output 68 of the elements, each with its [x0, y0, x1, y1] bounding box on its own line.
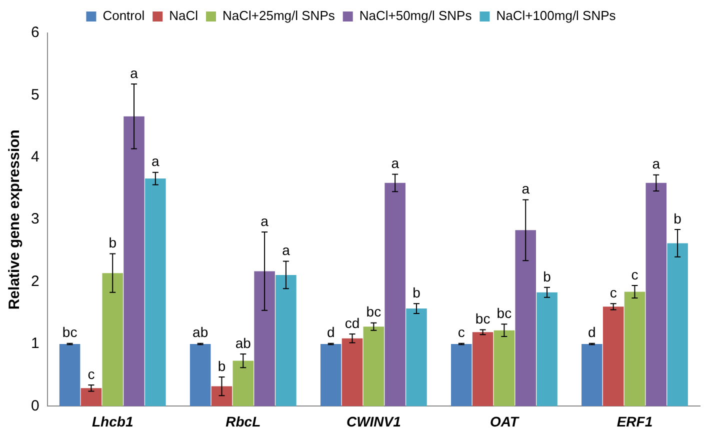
data-label: c [458, 324, 465, 340]
bar [59, 344, 80, 406]
data-label: bc [366, 304, 382, 320]
x-tick-label: OAT [490, 413, 520, 430]
legend-label: NaCl+50mg/l SNPs [359, 8, 472, 24]
data-label: a [652, 156, 660, 172]
legend-label: Control [102, 8, 145, 24]
legend-label: NaCl+100mg/l SNPs [496, 8, 616, 24]
y-tick-label: 2 [31, 272, 40, 290]
data-label: ab [192, 324, 208, 340]
data-label: a [152, 153, 160, 170]
bar [342, 338, 363, 406]
data-label: a [130, 64, 138, 81]
bar [254, 271, 275, 406]
bar [582, 344, 602, 406]
bar [363, 326, 384, 406]
bar [190, 344, 211, 406]
bar [646, 182, 667, 406]
y-tick-label: 5 [31, 86, 40, 104]
bar [211, 386, 232, 406]
bar [472, 332, 494, 406]
data-label: bc [62, 324, 78, 340]
bar [624, 292, 646, 406]
bar [515, 230, 536, 406]
data-label: c [610, 284, 617, 300]
y-tick-label: 3 [31, 210, 40, 228]
bar [232, 360, 254, 406]
bar [406, 308, 427, 406]
bar [80, 388, 102, 406]
bar [320, 344, 342, 406]
data-label: a [282, 242, 290, 258]
data-label: c [88, 366, 95, 382]
x-tick-label: ERF1 [616, 413, 653, 430]
bar [451, 344, 472, 406]
data-label: a [522, 180, 530, 197]
bar [145, 178, 166, 406]
data-label: b [543, 268, 552, 284]
data-label: c [631, 266, 638, 282]
bar [536, 292, 558, 406]
legend-label: NaCl+25mg/l SNPs [222, 8, 336, 24]
data-label: bc [496, 304, 512, 321]
data-label: d [326, 324, 335, 340]
y-tick-label: 6 [31, 24, 40, 42]
bar [124, 116, 144, 406]
x-tick-label: Lhcb1 [92, 413, 134, 430]
bar [276, 274, 296, 406]
x-tick-label: RbcL [226, 413, 261, 430]
bar [494, 330, 515, 406]
bar [102, 273, 123, 406]
y-tick-label: 4 [31, 148, 40, 166]
data-label: b [412, 284, 421, 300]
data-label: a [260, 212, 269, 229]
data-label: cd [344, 314, 360, 331]
bar [384, 182, 406, 406]
bar [667, 243, 688, 406]
legend-label: NaCl [169, 8, 198, 24]
x-tick-label: CWINV1 [346, 413, 402, 430]
data-label: bc [475, 310, 490, 327]
data-label: d [588, 324, 596, 340]
data-label: b [674, 210, 682, 226]
y-axis-title: Relative gene expression [6, 130, 24, 310]
y-tick-label: 0 [31, 397, 40, 414]
data-label: b [108, 234, 117, 251]
data-label: ab [235, 334, 252, 351]
data-label: a [391, 155, 400, 172]
bar [602, 306, 624, 406]
data-label: b [218, 358, 226, 374]
y-tick-label: 1 [31, 335, 40, 352]
